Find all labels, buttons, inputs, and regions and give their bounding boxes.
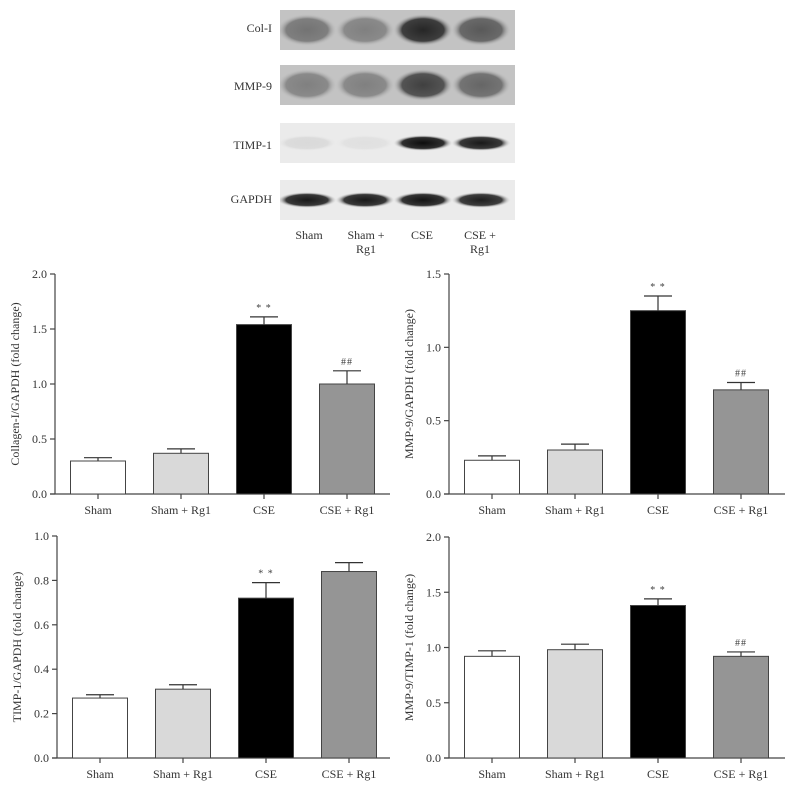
- y-tick-label: 1.0: [34, 529, 49, 543]
- blot-strip-col1: [280, 10, 515, 50]
- blot-band: [335, 135, 395, 151]
- y-tick-label: 1.0: [426, 641, 441, 655]
- chart-mmp9-timp1: 0.0 0.5 1.0 1.5 2.0 MMP-9/TIMP-1 (fold change…: [395, 525, 791, 795]
- y-axis-label: MMP-9/GAPDH (fold change): [402, 309, 416, 459]
- bar: [321, 571, 377, 759]
- blot-strip-timp1: [280, 123, 515, 163]
- blot-band: [451, 14, 511, 46]
- blot-band: [335, 192, 395, 208]
- y-tick-label: 1.5: [426, 267, 441, 281]
- blot-band: [451, 192, 511, 208]
- lane-label: Sham + Rg1: [347, 228, 385, 256]
- y-tick-label: 0.6: [34, 618, 49, 632]
- bar: [547, 449, 603, 495]
- significance-marker: ##: [735, 638, 747, 649]
- x-tick-label: Sham + Rg1: [545, 767, 605, 781]
- lane-label: CSE + Rg1: [464, 228, 496, 256]
- lane-label: CSE: [410, 228, 433, 242]
- blot-band: [280, 192, 337, 208]
- bar: [713, 655, 769, 759]
- y-tick-label: 0.4: [34, 662, 49, 676]
- blot-label-timp1: TIMP-1: [233, 138, 272, 152]
- x-tick-label: Sham + Rg1: [545, 503, 605, 517]
- y-tick-label: 0.8: [34, 573, 49, 587]
- bar-chart-svg: 0.0 0.5 1.0 1.5 2.0 MMP-9/TIMP-1 (fold change…: [402, 530, 785, 781]
- blot-band: [335, 69, 395, 101]
- bar: [319, 383, 375, 495]
- bar-chart-svg: 0.0 0.5 1.0 1.5 MMP-9/GAPDH (fold change) Sha…: [402, 267, 785, 517]
- bar: [630, 310, 686, 495]
- significance-marker: * *: [258, 569, 274, 580]
- blot-band: [335, 14, 395, 46]
- blot-label-mmp9: MMP-9: [233, 79, 272, 93]
- bar: [155, 688, 211, 759]
- bar: [464, 655, 520, 759]
- y-axis-label: Collagen-I/GAPDH (fold change): [8, 302, 22, 465]
- bar: [238, 597, 294, 759]
- blot-band: [280, 69, 337, 101]
- x-tick-label: Sham + Rg1: [151, 503, 211, 517]
- bar-chart-svg: 0.0 0.5 1.0 1.5 2.0 Collagen-I/GAPDH (fold ch…: [8, 267, 390, 517]
- y-tick-label: 2.0: [32, 267, 47, 281]
- y-tick-label: 1.5: [32, 322, 47, 336]
- bar: [153, 452, 209, 495]
- blot-band: [393, 192, 453, 208]
- significance-marker: * *: [650, 282, 666, 293]
- x-tick-label: CSE: [253, 503, 275, 517]
- y-tick-label: 0.5: [426, 414, 441, 428]
- x-tick-label: Sham + Rg1: [153, 767, 213, 781]
- blot-band: [393, 69, 453, 101]
- blot-label-gapdh: GAPDH: [230, 192, 272, 206]
- significance-marker: ##: [341, 357, 353, 368]
- x-tick-label: Sham: [478, 767, 506, 781]
- y-tick-label: 0.0: [426, 751, 441, 765]
- y-tick-label: 1.0: [32, 377, 47, 391]
- blot-label-col1: Col-I: [246, 21, 272, 35]
- x-tick-label: CSE: [647, 503, 669, 517]
- y-axis-label: MMP-9/TIMP-1 (fold change): [402, 574, 416, 721]
- bar: [72, 697, 128, 759]
- y-tick-label: 0.5: [32, 432, 47, 446]
- x-tick-label: CSE: [255, 767, 277, 781]
- y-tick-label: 0.2: [34, 707, 49, 721]
- y-tick-label: 0.0: [34, 751, 49, 765]
- bar: [547, 649, 603, 759]
- bar: [236, 324, 292, 495]
- y-tick-label: 0.0: [426, 487, 441, 501]
- significance-marker: * *: [256, 303, 272, 314]
- y-tick-label: 2.0: [426, 530, 441, 544]
- bar: [630, 605, 686, 759]
- x-tick-label: CSE: [647, 767, 669, 781]
- lane-label: Sham: [295, 228, 323, 242]
- chart-collagen-gapdh: 0.0 0.5 1.0 1.5 2.0 Collagen-I/GAPDH (fold ch…: [0, 260, 395, 530]
- blot-band: [280, 14, 337, 46]
- chart-timp1-gapdh: 0.0 0.2 0.4 0.6 0.8 1.0 TIMP-1/GAPDH (fold cha…: [0, 525, 395, 795]
- bar-chart-svg: 0.0 0.2 0.4 0.6 0.8 1.0 TIMP-1/GAPDH (fold cha…: [10, 529, 390, 781]
- blot-strip-mmp9: [280, 65, 515, 105]
- blot-band: [451, 69, 511, 101]
- bar: [464, 459, 520, 495]
- x-tick-label: CSE + Rg1: [714, 503, 769, 517]
- blot-band: [451, 135, 511, 151]
- blot-band: [393, 135, 453, 151]
- blot-band: [393, 14, 453, 46]
- x-tick-label: Sham: [84, 503, 112, 517]
- x-tick-label: CSE + Rg1: [322, 767, 377, 781]
- significance-marker: * *: [650, 585, 666, 596]
- x-tick-label: CSE + Rg1: [714, 767, 769, 781]
- blot-strip-gapdh: [280, 180, 515, 220]
- y-axis-label: TIMP-1/GAPDH (fold change): [10, 572, 24, 723]
- chart-mmp9-gapdh: 0.0 0.5 1.0 1.5 MMP-9/GAPDH (fold change) Sha…: [395, 260, 791, 530]
- x-tick-label: Sham: [478, 503, 506, 517]
- bar: [713, 389, 769, 495]
- x-tick-label: Sham: [86, 767, 114, 781]
- y-tick-label: 0.5: [426, 696, 441, 710]
- significance-marker: ##: [735, 369, 747, 380]
- y-tick-label: 1.5: [426, 585, 441, 599]
- blot-band: [280, 135, 337, 151]
- y-tick-label: 0.0: [32, 487, 47, 501]
- y-tick-label: 1.0: [426, 340, 441, 354]
- x-tick-label: CSE + Rg1: [320, 503, 375, 517]
- bar: [70, 460, 126, 495]
